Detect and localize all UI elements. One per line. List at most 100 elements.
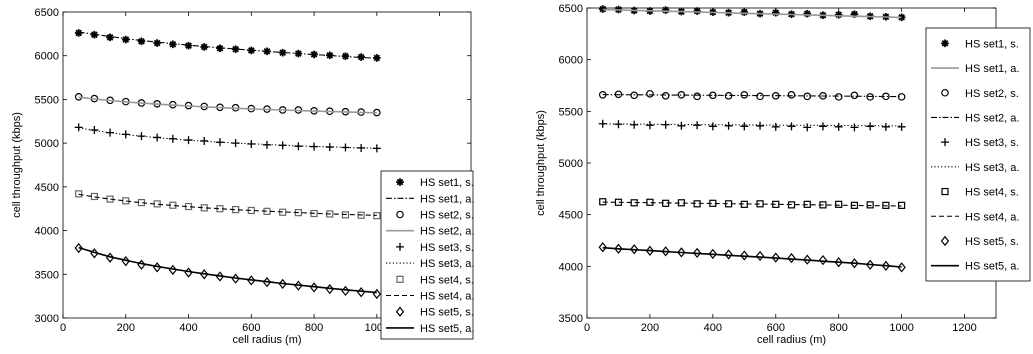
chart1-legend-box	[380, 170, 474, 340]
chart2-data-point	[803, 123, 812, 132]
chart1-series-5	[74, 123, 381, 153]
chart2-series-2	[602, 8, 902, 19]
chart2-legend-label: HS set3, s.	[965, 137, 1019, 149]
chart1-data-point	[372, 288, 382, 300]
chart1-series-line	[78, 246, 377, 294]
chart2-series-line	[602, 94, 902, 98]
chart1-y-tick-label: 4500	[35, 182, 59, 194]
chart2-data-point	[771, 122, 780, 131]
chart1-x-tick-label: 0	[60, 322, 66, 334]
chart2-y-tick-label: 6500	[559, 3, 583, 15]
chart1-data-point	[121, 35, 130, 44]
chart2-legend-label: HS set1, a.	[965, 63, 1019, 75]
chart1-legend-label: HS set4, a.	[420, 291, 474, 303]
chart2-data-point	[724, 121, 733, 130]
chart1-legend-label: HS set3, a.	[420, 258, 474, 270]
chart2-data-point	[756, 121, 765, 130]
chart2-data-point	[661, 6, 670, 14]
chart1-data-point	[278, 48, 287, 57]
chart1-data-point	[200, 43, 209, 51]
chart1-x-axis-label: cell radius (m)	[232, 334, 301, 346]
chart2-data-point	[897, 122, 906, 131]
chart2-series-7	[599, 198, 906, 209]
chart2-series-8	[602, 201, 902, 207]
chart2-y-tick-label: 4000	[559, 261, 583, 273]
chart2-data-point	[866, 93, 874, 101]
chart1-legend-label: HS set5, s.	[420, 307, 474, 319]
chart2-legend-marker	[940, 235, 950, 247]
chart2-legend-label: HS set1, s.	[965, 38, 1019, 50]
chart1-series-line	[78, 193, 377, 216]
chart2-data-point	[803, 9, 812, 18]
chart2-x-tick-label: 400	[704, 322, 722, 334]
chart2-data-point	[740, 250, 749, 261]
chart2-data-point	[646, 89, 654, 98]
chart2-data-point	[645, 121, 654, 130]
chart2-series-4	[602, 94, 902, 98]
chart1-series-9	[74, 242, 382, 300]
chart2-data-point	[708, 122, 717, 131]
chart2-data-point	[834, 257, 843, 268]
chart2-x-tick-label: 800	[830, 322, 848, 334]
chart2-data-point	[756, 92, 764, 101]
chart2-data-point	[787, 122, 796, 131]
chart1-series-line	[78, 96, 377, 114]
chart2-data-point	[740, 91, 749, 99]
chart1-data-point	[215, 138, 224, 147]
chart2-y-tick-label: 5000	[559, 158, 583, 170]
chart2-data-point	[897, 262, 906, 273]
chart1-x-tick-label: 600	[242, 322, 260, 334]
chart2-data-point	[787, 91, 796, 99]
chart2-data-point	[834, 10, 843, 19]
chart2-legend-marker	[941, 187, 949, 196]
chart1-legend-label: HS set4, s.	[420, 274, 474, 286]
chart2-series-line	[602, 201, 902, 207]
chart1-legend-label: HS set2, s.	[420, 210, 474, 222]
chart2-data-point	[677, 247, 686, 258]
chart2-data-point	[834, 122, 843, 131]
chart2-x-tick-label: 200	[641, 322, 659, 334]
chart2-data-point	[693, 121, 702, 130]
chart2-legend-label: HS set5, s.	[965, 236, 1019, 248]
chart1-legend-marker	[396, 275, 404, 283]
chart1-data-point	[75, 190, 83, 198]
chart2-data-point	[866, 122, 875, 131]
chart1-data-point	[74, 242, 83, 254]
chart2-data-point	[803, 254, 812, 265]
chart1-y-tick-label: 3000	[35, 313, 59, 325]
chart2-data-point	[818, 254, 828, 266]
chart2-data-point	[661, 246, 670, 257]
chart2-x-tick-label: 1000	[889, 322, 913, 334]
chart2-data-point	[708, 248, 718, 260]
chart2-data-point	[630, 120, 639, 129]
chart2-data-point	[850, 91, 859, 100]
chart1-x-tick-label: 800	[305, 322, 323, 334]
chart2-legend-label: HS set4, a.	[965, 211, 1019, 223]
chart1-legend-marker	[395, 306, 405, 317]
chart2-data-point	[645, 245, 655, 256]
chart1-series-line	[78, 127, 377, 149]
chart2-data-point	[865, 259, 875, 270]
chart2-data-point	[818, 122, 827, 131]
chart1-data-point	[310, 50, 318, 59]
chart2-data-point	[881, 122, 890, 131]
chart2-legend-label: HS set2, a.	[965, 112, 1019, 124]
chart1-data-point	[106, 33, 114, 42]
chart2-legend-label: HS set4, s.	[965, 187, 1019, 199]
chart2-series-5	[598, 119, 906, 132]
right-throughput-chart: 0 200 400 600 800 1000 1200 3500 4000 4500 5000 550…	[535, 3, 1031, 346]
chart1-legend-marker	[396, 242, 404, 251]
chart2-data-point	[850, 258, 859, 269]
chart2-y-tick-label: 4500	[559, 210, 583, 222]
chart2-data-point	[755, 250, 765, 262]
chart1-legend-label: HS set1, a.	[420, 193, 474, 205]
chart2-data-point	[740, 8, 749, 16]
chart2-data-point	[850, 10, 859, 18]
chart1-data-point	[137, 37, 146, 46]
chart2-data-point	[740, 122, 749, 131]
left-throughput-chart: 0200400600800100012003000350040004500500…	[11, 7, 474, 346]
chart1-plot-frame	[62, 11, 472, 319]
chart1-series-4	[78, 96, 377, 114]
chart1-data-point	[341, 285, 350, 297]
chart1-legend-label: HS set3, s.	[420, 242, 474, 254]
